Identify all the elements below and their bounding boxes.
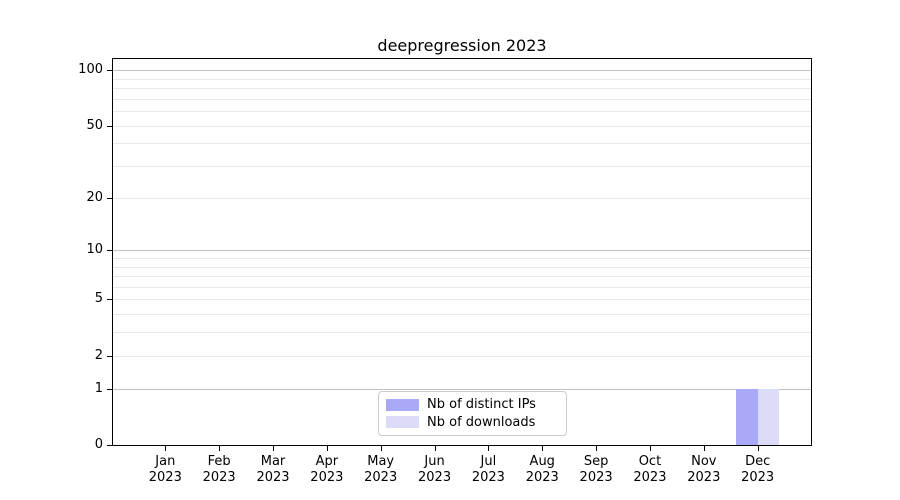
minor-gridline [113, 125, 811, 127]
minor-gridline [113, 332, 811, 334]
bar-downloads [757, 388, 780, 445]
legend: Nb of distinct IPs Nb of downloads [378, 391, 567, 436]
y-tick-label: 1 [94, 380, 103, 396]
y-tick-mark [107, 125, 112, 127]
plot-area [112, 58, 812, 446]
minor-gridline [113, 314, 811, 316]
legend-swatch-downloads [386, 416, 419, 429]
y-tick-label: 2 [94, 347, 103, 363]
minor-gridline [113, 98, 811, 100]
x-tick-mark [165, 446, 167, 451]
y-tick-label: 20 [86, 189, 103, 205]
y-tick-label: 50 [86, 117, 103, 133]
y-tick-mark [107, 445, 112, 446]
x-tick-mark [380, 446, 382, 451]
y-tick-label: 5 [94, 291, 103, 307]
minor-gridline [113, 286, 811, 288]
bar-distinct-ips [736, 388, 758, 445]
major-gridline [113, 70, 811, 72]
x-tick-label: Jan 2023 [148, 454, 182, 485]
x-tick-label: Sep 2023 [579, 454, 613, 485]
x-tick-mark [542, 446, 544, 451]
y-tick-mark [107, 355, 112, 357]
x-tick-label: Jun 2023 [418, 454, 452, 485]
y-tick-mark [107, 299, 112, 301]
x-tick-label: Oct 2023 [633, 454, 667, 485]
minor-gridline [113, 166, 811, 168]
x-tick-label: Jul 2023 [471, 454, 505, 485]
x-tick-mark [326, 446, 328, 451]
y-tick-mark [107, 250, 112, 252]
x-tick-mark [596, 446, 598, 451]
minor-gridline [113, 143, 811, 145]
major-gridline [113, 388, 811, 390]
x-tick-mark [649, 446, 651, 451]
y-tick-label: 0 [94, 437, 103, 452]
minor-gridline [113, 299, 811, 301]
legend-item-downloads: Nb of downloads [386, 414, 558, 431]
minor-gridline [113, 266, 811, 268]
x-tick-mark [434, 446, 436, 451]
x-tick-label: May 2023 [364, 454, 398, 485]
legend-swatch-distinct-ips [386, 398, 419, 411]
y-tick-mark [107, 388, 112, 390]
x-tick-mark [219, 446, 221, 451]
y-tick-label: 10 [86, 242, 103, 258]
minor-gridline [113, 258, 811, 259]
y-tick-label: 100 [78, 62, 103, 78]
x-tick-mark [757, 446, 759, 451]
minor-gridline [113, 355, 811, 357]
x-tick-label: Nov 2023 [687, 454, 721, 485]
y-tick-mark [107, 70, 112, 72]
legend-label-distinct-ips: Nb of distinct IPs [427, 397, 536, 413]
minor-gridline [113, 88, 811, 90]
x-tick-label: Aug 2023 [525, 454, 559, 485]
minor-gridline [113, 197, 811, 199]
minor-gridline [113, 78, 811, 80]
minor-gridline [113, 276, 811, 278]
x-tick-label: Apr 2023 [310, 454, 344, 485]
x-tick-label: Mar 2023 [256, 454, 290, 485]
major-gridline [113, 250, 811, 252]
x-tick-mark [703, 446, 705, 451]
x-tick-label: Feb 2023 [202, 454, 236, 485]
x-tick-label: Dec 2023 [741, 454, 775, 485]
chart-title: deepregression 2023 [377, 36, 547, 55]
legend-label-downloads: Nb of downloads [427, 414, 536, 430]
x-tick-mark [273, 446, 274, 451]
legend-item-distinct-ips: Nb of distinct IPs [386, 396, 558, 413]
y-tick-mark [107, 197, 112, 199]
minor-gridline [113, 111, 811, 113]
x-tick-mark [488, 446, 490, 451]
